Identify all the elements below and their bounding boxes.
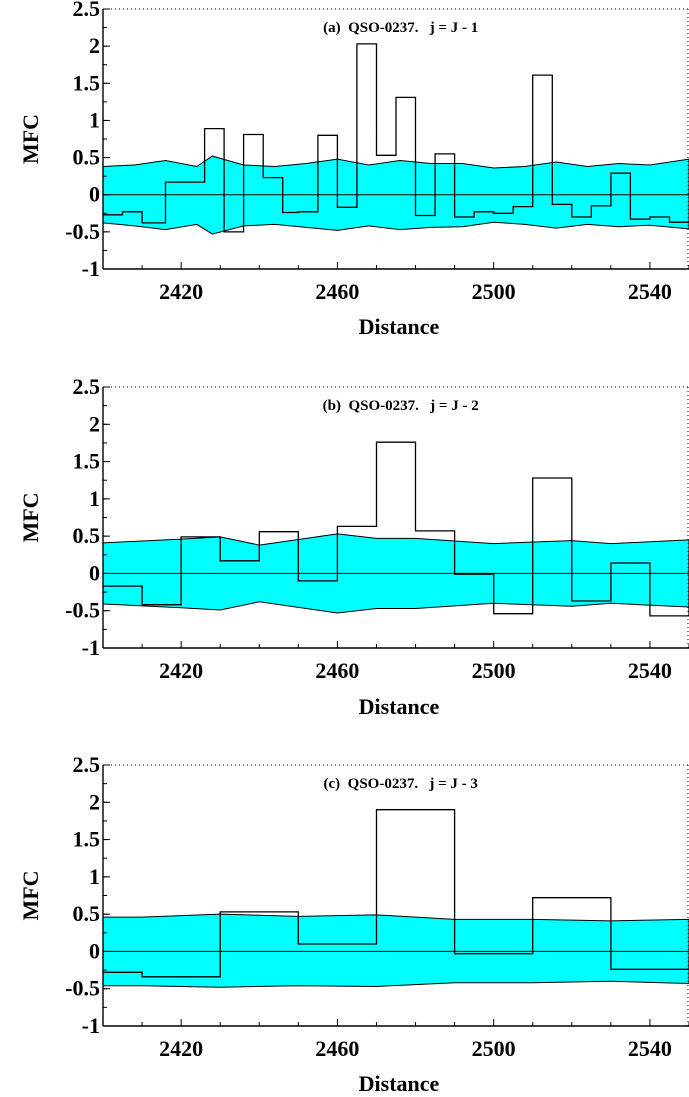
y-tick-label: 1 xyxy=(89,107,100,132)
x-tick-label: 2420 xyxy=(159,279,203,304)
x-axis-title: Distance xyxy=(359,694,440,719)
x-tick-label: 2500 xyxy=(472,658,516,683)
y-tick-label: -1 xyxy=(82,635,100,660)
x-axis-title: Distance xyxy=(359,314,440,339)
y-tick-label: -1 xyxy=(82,1013,100,1038)
y-tick-label: 1 xyxy=(89,864,100,889)
x-tick-label: 2420 xyxy=(159,658,203,683)
chart-panel-a: 2420 2460 2500 2540 2.5 2 1.5 1 0.5 0 -0.5 -1 (a) QS… xyxy=(18,0,689,339)
plot-area xyxy=(103,809,689,988)
panel-title: (b) QSO-0237. j = J - 2 xyxy=(323,398,479,414)
x-tick-label: 2420 xyxy=(159,1036,203,1061)
y-tick-label: 2 xyxy=(89,411,100,436)
x-tick-label: 2460 xyxy=(315,658,359,683)
y-tick-label: 0 xyxy=(89,938,100,963)
y-tick-label: 2.5 xyxy=(73,374,101,399)
x-tick-label: 2540 xyxy=(628,1036,672,1061)
y-tick-label: 2.5 xyxy=(73,0,101,21)
mfc-step-series xyxy=(103,809,689,978)
x-tick-label: 2460 xyxy=(315,279,359,304)
y-tick-label: 1 xyxy=(89,486,100,511)
x-tick-label: 2500 xyxy=(472,1036,516,1061)
plot-area xyxy=(103,441,689,617)
y-tick-label: 2 xyxy=(89,33,100,58)
mfc-step-series xyxy=(103,43,689,233)
chart-panel-c: 2420 2460 2500 2540 2.5 2 1.5 1 0.5 0 -0.5 -1 (c) QS… xyxy=(18,752,689,1096)
y-tick-label: 0.5 xyxy=(73,145,101,170)
y-tick-label: -0.5 xyxy=(65,598,100,623)
y-tick-label: 2.5 xyxy=(73,752,101,777)
y-tick-label: -0.5 xyxy=(65,976,100,1001)
y-tick-label: 1.5 xyxy=(73,449,101,474)
y-axis-title: MFC xyxy=(18,870,43,920)
y-axis-title: MFC xyxy=(18,114,43,164)
y-tick-label: -1 xyxy=(82,256,100,281)
mfc-step-series xyxy=(103,441,689,617)
x-tick-label: 2540 xyxy=(628,658,672,683)
y-tick-label: 2 xyxy=(89,789,100,814)
panel-title: (c) QSO-0237. j = J - 3 xyxy=(324,776,478,792)
y-tick-label: 0.5 xyxy=(73,523,101,548)
y-tick-label: -0.5 xyxy=(65,219,100,244)
x-axis-title: Distance xyxy=(359,1071,440,1096)
y-tick-label: 0 xyxy=(89,560,100,585)
y-axis-title: MFC xyxy=(18,492,43,542)
panel-title: (a) QSO-0237. j = J - 1 xyxy=(323,20,478,36)
y-tick-label: 1.5 xyxy=(73,827,101,852)
x-tick-label: 2500 xyxy=(472,279,516,304)
x-tick-label: 2540 xyxy=(628,279,672,304)
x-tick-label: 2460 xyxy=(315,1036,359,1061)
y-tick-label: 0.5 xyxy=(73,901,101,926)
y-tick-label: 1.5 xyxy=(73,70,101,95)
chart-panel-b: 2420 2460 2500 2540 2.5 2 1.5 1 0.5 0 -0.5 -1 (b) QS… xyxy=(18,374,689,719)
plot-area xyxy=(103,43,689,235)
y-tick-label: 0 xyxy=(89,182,100,207)
